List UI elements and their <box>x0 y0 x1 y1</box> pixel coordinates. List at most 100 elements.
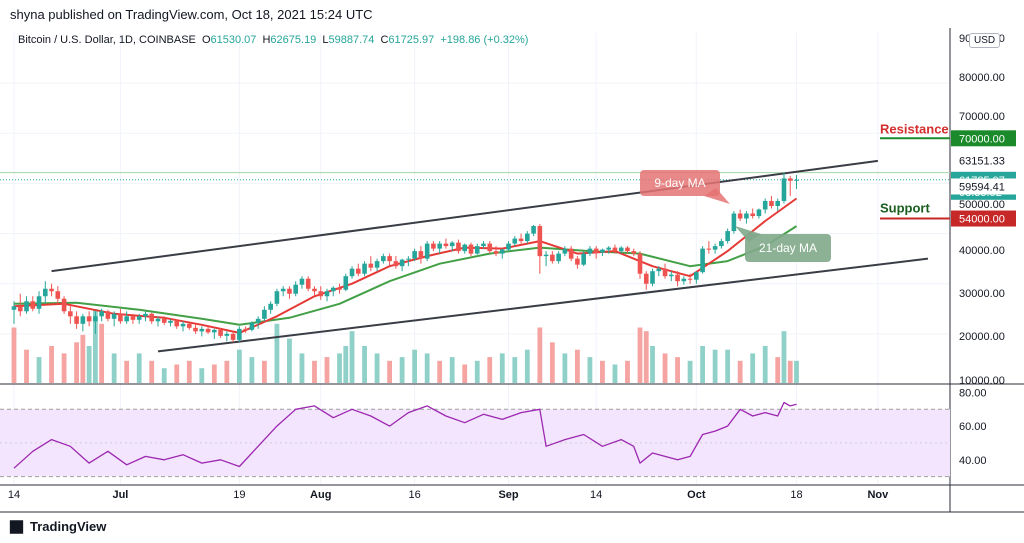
candle-body <box>399 259 405 267</box>
candle-body <box>731 213 737 232</box>
candle <box>650 268 655 287</box>
candle <box>556 251 561 264</box>
candle-body <box>474 246 480 254</box>
annotations: Resistance Support 9-day MA 21-day MA <box>640 121 949 262</box>
candle <box>80 313 86 332</box>
volume-bar <box>49 346 54 383</box>
rsi-band <box>0 408 950 478</box>
candle-body <box>249 322 255 330</box>
candle <box>581 251 586 267</box>
candle <box>756 208 762 219</box>
volume-bar <box>762 346 768 383</box>
candle-body <box>74 316 79 324</box>
candle <box>412 248 417 262</box>
volume-bar <box>111 353 117 383</box>
candle-body <box>174 320 180 327</box>
price-tick-label: 10000.00 <box>959 375 1005 387</box>
volume-bar <box>224 360 230 383</box>
candle-body <box>487 243 493 252</box>
candle <box>669 271 674 282</box>
candle <box>337 283 342 294</box>
candle <box>694 271 699 284</box>
candle-body <box>412 251 417 259</box>
candle <box>737 209 743 222</box>
tradingview-logo[interactable]: ⬛︎ TradingView <box>10 519 106 535</box>
candle-body <box>781 178 787 201</box>
candle <box>431 241 436 252</box>
candle-body <box>111 313 117 319</box>
candle <box>487 241 493 254</box>
candle-body <box>406 258 411 260</box>
candle <box>293 281 298 297</box>
candle <box>224 331 230 342</box>
candle <box>531 225 536 237</box>
price-tick-label: 40000.00 <box>959 245 1005 257</box>
candle <box>512 236 518 247</box>
candlesticks <box>11 172 799 343</box>
candle <box>712 243 718 254</box>
volume-bar <box>249 357 255 383</box>
symbol-name: Bitcoin / U.S. Dollar, 1D, COINBASE <box>18 34 196 46</box>
candle-body <box>600 249 605 253</box>
volume-bar <box>387 360 392 383</box>
candle <box>237 326 242 342</box>
candle-body <box>581 253 586 265</box>
candle <box>725 228 730 244</box>
volume-bar <box>99 323 105 383</box>
volume-bar <box>737 360 743 383</box>
candle <box>343 273 349 292</box>
candle <box>418 246 424 264</box>
candle <box>637 251 643 279</box>
candle-body <box>687 278 693 280</box>
candle-body <box>330 287 336 292</box>
volume-bar <box>750 353 756 383</box>
candle <box>74 311 79 329</box>
candle <box>631 248 637 257</box>
candle-body <box>794 179 799 181</box>
candle-body <box>155 318 161 322</box>
candle <box>493 246 499 257</box>
volume-bar <box>324 357 330 383</box>
candle <box>86 311 92 327</box>
candle-body <box>456 242 461 252</box>
rsi-tick-label: 40.00 <box>959 455 987 467</box>
candle <box>656 266 662 277</box>
channel-lower-line <box>157 257 929 353</box>
currency-badge[interactable]: USD <box>969 33 1001 48</box>
ma9-callout-box <box>640 170 720 196</box>
volume-bar <box>262 360 267 383</box>
volume-bar <box>287 338 292 383</box>
candle-body <box>349 268 355 277</box>
time-tick-label: 16 <box>409 489 421 501</box>
candle-body <box>700 248 705 273</box>
candle-body <box>531 226 536 234</box>
candle-body <box>675 274 680 282</box>
ohlc-low: L59887.74 <box>322 34 375 46</box>
volume-bar <box>343 346 349 383</box>
candle <box>406 256 411 267</box>
candle <box>393 256 399 269</box>
candle-body <box>769 200 774 206</box>
resistance-price-badge-bg <box>951 130 1016 147</box>
ma21-callout-box <box>745 234 831 262</box>
candle <box>744 211 749 224</box>
candle-body <box>756 209 762 217</box>
candle-body <box>161 318 167 323</box>
candle <box>499 248 505 259</box>
candle-body <box>669 274 674 277</box>
candle <box>243 326 248 333</box>
candle-body <box>556 253 561 262</box>
volume-bar <box>600 360 605 383</box>
candle <box>61 296 67 314</box>
candle-body <box>543 254 549 257</box>
candle-body <box>362 263 367 274</box>
volume-bar <box>449 357 455 383</box>
candle <box>381 253 386 264</box>
ma21-label: 21-day MA <box>759 241 817 255</box>
candle <box>437 241 442 254</box>
candle-body <box>568 248 574 259</box>
volume-bar <box>587 357 593 383</box>
candle-body <box>612 247 618 252</box>
candle-body <box>93 316 98 322</box>
candle-body <box>55 291 61 299</box>
